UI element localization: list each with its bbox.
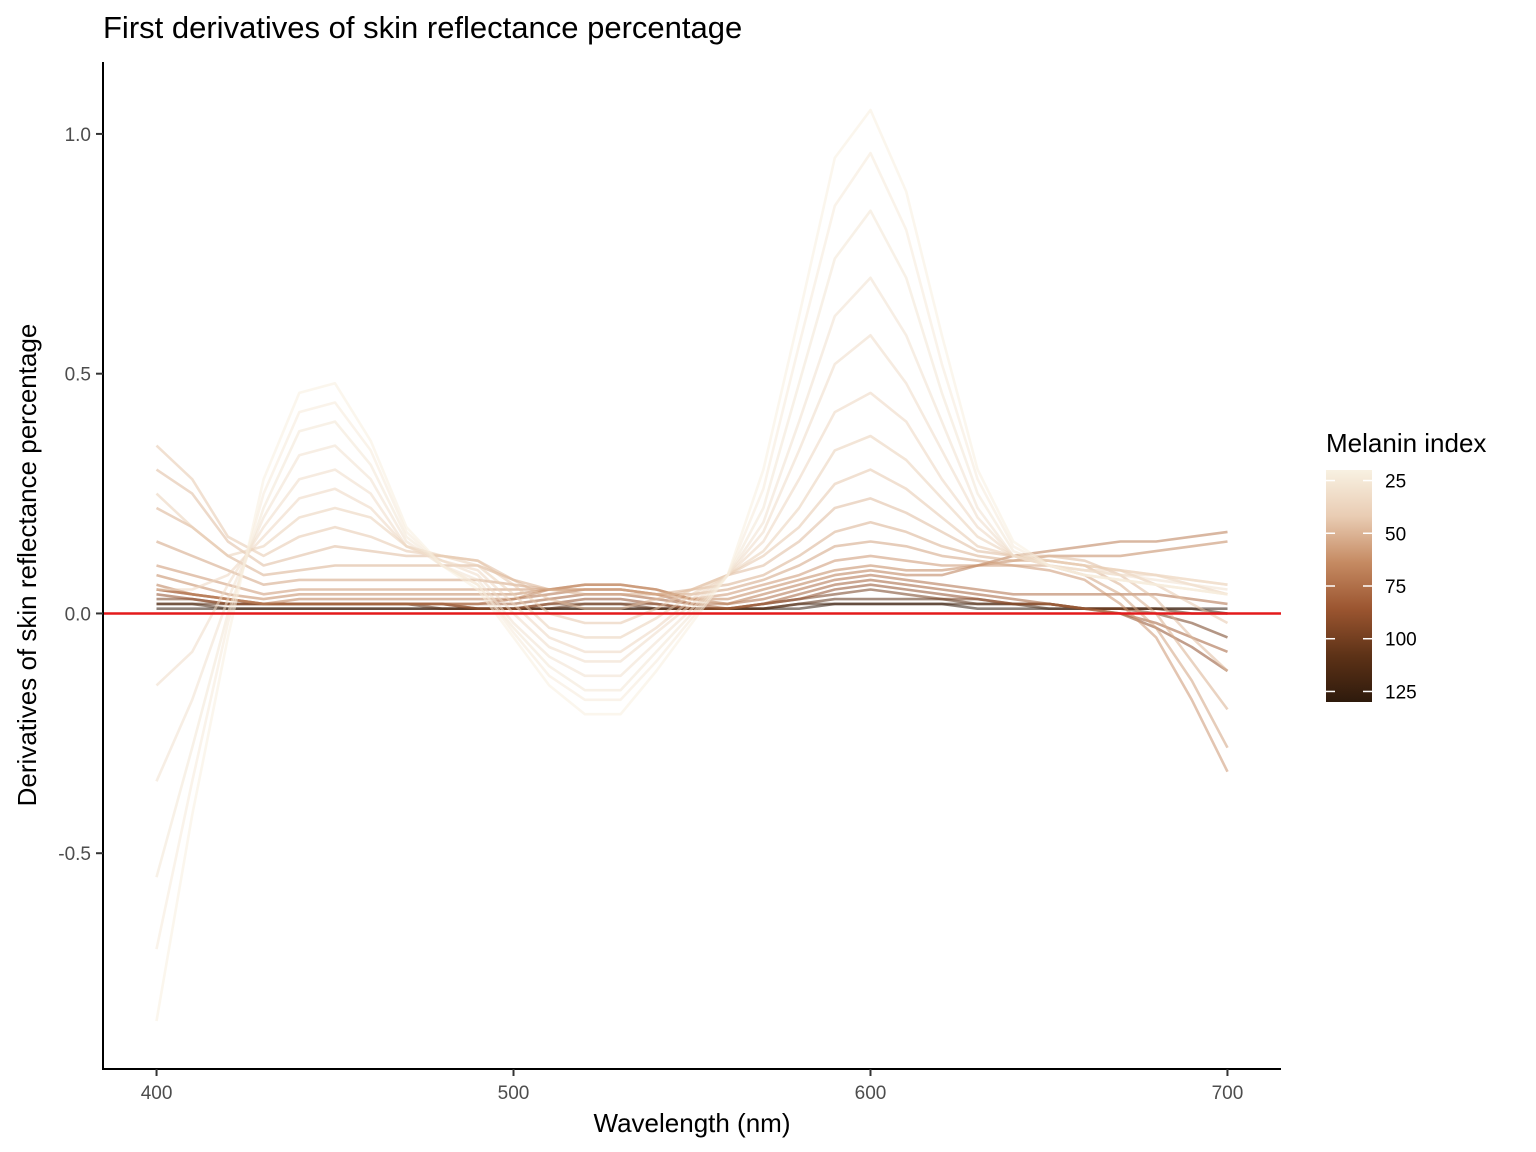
legend-break-label: 50	[1385, 524, 1406, 545]
plot-area	[155, 108, 1229, 1022]
legend: Melanin index 25 50 75 100 125	[1326, 428, 1486, 703]
series-line-melanin-30	[155, 276, 1228, 782]
y-tick-label: 0.0	[65, 604, 91, 625]
y-tick-label: 0.5	[65, 365, 91, 386]
legend-title: Melanin index	[1326, 428, 1486, 458]
series-line-melanin-22	[155, 108, 1228, 1022]
y-axis-title: Derivatives of skin reflectance percenta…	[12, 324, 42, 807]
x-tick-label: 400	[141, 1083, 173, 1104]
x-tick-label: 600	[855, 1083, 887, 1104]
y-axis-ticks: -0.5 0.0 0.5 1.0	[58, 125, 103, 865]
x-axis-title: Wavelength (nm)	[594, 1108, 791, 1138]
legend-break-label: 75	[1385, 577, 1406, 598]
y-tick-label: 1.0	[65, 125, 91, 146]
x-axis-ticks: 400 500 600 700	[141, 1069, 1244, 1104]
x-tick-label: 500	[498, 1083, 530, 1104]
legend-break-label: 25	[1385, 472, 1406, 493]
series-line-melanin-40	[155, 434, 1228, 639]
legend-break-label: 125	[1385, 682, 1417, 703]
series-line-melanin-27	[155, 209, 1228, 878]
legend-break-label: 100	[1385, 630, 1417, 651]
series-line-melanin-56	[156, 540, 1229, 749]
series-line-melanin-44	[155, 444, 1229, 625]
x-tick-label: 700	[1212, 1083, 1244, 1104]
chart-title: First derivatives of skin reflectance pe…	[103, 10, 742, 45]
y-tick-label: -0.5	[58, 844, 91, 865]
